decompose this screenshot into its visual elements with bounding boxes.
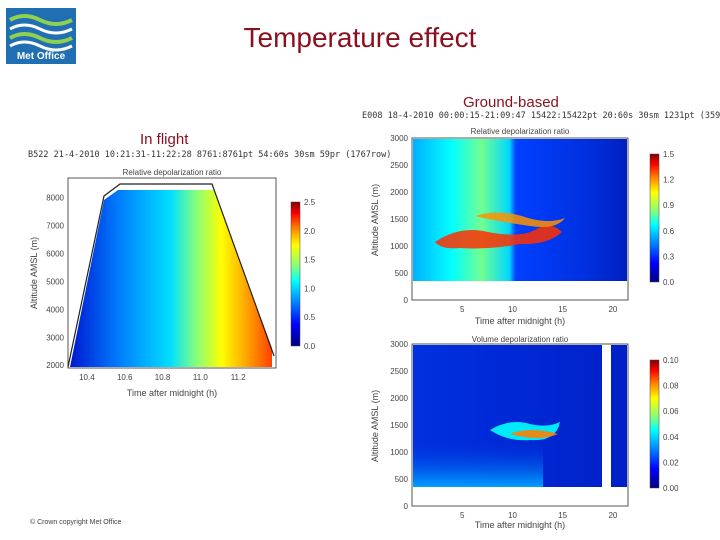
colorbar-tick-label: 0.10: [663, 356, 679, 365]
colorbar-tick-label: 0.08: [663, 382, 679, 391]
y-tick-label: 7000: [46, 222, 64, 231]
ground-top-colorbar-tick-labels: 0.0 0.3 0.6 0.9 1.2 1.5: [663, 150, 675, 287]
x-tick-label: 15: [558, 511, 567, 520]
x-tick-label: 5: [460, 305, 465, 314]
colorbar-tick-label: 0.5: [304, 313, 316, 322]
y-tick-label: 500: [395, 475, 409, 484]
ground-top-aerosol-layer: [435, 225, 562, 249]
x-tick-label: 10.6: [117, 373, 133, 382]
ground-bottom-y-tick-labels: 0 500 1000 1500 2000 2500 3000: [390, 340, 408, 511]
logo-wave: [9, 23, 73, 35]
colorbar-tick-label: 0.06: [663, 407, 679, 416]
ground-top-colorbar: [649, 153, 660, 283]
in-flight-label: In flight: [140, 131, 189, 148]
y-tick-label: 1500: [390, 421, 408, 430]
y-tick-label: 1000: [390, 448, 408, 457]
x-tick-label: 20: [608, 305, 617, 314]
flight-altitude-track: [67, 183, 275, 368]
y-tick-label: 2000: [390, 394, 408, 403]
ground-bottom-colorbar: [649, 359, 660, 489]
colorbar-tick-label: 0.04: [663, 433, 679, 442]
y-tick-label: 1000: [390, 242, 408, 251]
y-tick-label: 3000: [46, 333, 64, 342]
ground-bottom-data-gap: [602, 345, 611, 487]
y-tick-label: 2500: [390, 161, 408, 170]
ground-bottom-plot-title: Volume depolarization ratio: [472, 335, 569, 344]
colorbar-tick-label: 2.0: [304, 227, 316, 236]
y-tick-label: 2000: [46, 361, 64, 370]
x-tick-label: 10.8: [155, 373, 171, 382]
y-tick-label: 0: [404, 296, 409, 305]
flight-x-axis-label: Time after midnight (h): [127, 388, 217, 398]
flight-data-field: [70, 190, 272, 367]
ground-bottom-x-axis-label: Time after midnight (h): [475, 520, 565, 530]
copyright-notice: © Crown copyright Met Office: [30, 519, 122, 526]
flight-x-tick-labels: 10.4 10.6 10.8 11.0 11.2: [79, 373, 246, 382]
ground-top-plot-title: Relative depolarization ratio: [471, 127, 570, 136]
y-tick-label: 5000: [46, 277, 64, 286]
ground-based-label: Ground-based: [463, 94, 559, 111]
colorbar-tick-label: 0.02: [663, 458, 679, 467]
ground-top-x-axis-label: Time after midnight (h): [475, 316, 565, 326]
ground-volume-depolarization-chart: Volume depolarization ratio 5 10 15 20 0 500…: [370, 335, 679, 530]
colorbar-tick-label: 0.0: [663, 278, 675, 287]
x-tick-label: 10.4: [79, 373, 95, 382]
ground-top-y-axis-label: Altitude AMSL (m): [370, 184, 380, 256]
ground-relative-depolarization-chart: Relative depolarization ratio 5 10 15 20 0 5…: [370, 127, 675, 326]
ground-top-y-tick-labels: 0 500 1000 1500 2000 2500 3000: [390, 134, 408, 305]
logo-wave: [9, 40, 73, 52]
ground-bottom-y-axis-label: Altitude AMSL (m): [370, 390, 380, 462]
y-tick-label: 2500: [390, 367, 408, 376]
flight-chart-header: B522 21-4-2010 10:21:31-11:22:28 8761:87…: [28, 150, 392, 160]
colorbar-tick-label: 1.2: [663, 176, 675, 185]
y-tick-label: 3000: [390, 340, 408, 349]
y-tick-label: 8000: [46, 194, 64, 203]
flight-plot-title: Relative depolarization ratio: [123, 168, 222, 177]
x-tick-label: 11.2: [231, 373, 247, 382]
x-tick-label: 20: [608, 511, 617, 520]
y-tick-label: 500: [395, 269, 409, 278]
flight-y-axis-label: Altitude AMSL (m): [29, 237, 39, 309]
colorbar-tick-label: 1.0: [304, 284, 316, 293]
x-tick-label: 10: [508, 511, 517, 520]
ground-bottom-aerosol-layer: [510, 430, 558, 438]
colorbar-tick-label: 0.00: [663, 484, 679, 493]
x-tick-label: 15: [558, 305, 567, 314]
colorbar-tick-label: 0.6: [663, 227, 675, 236]
y-tick-label: 1500: [390, 215, 408, 224]
ground-bottom-x-tick-labels: 5 10 15 20: [460, 511, 618, 520]
ground-top-x-tick-labels: 5 10 15 20: [460, 305, 618, 314]
colorbar-tick-label: 2.5: [304, 198, 316, 207]
ground-top-data-field: [413, 139, 627, 281]
colorbar-tick-label: 0.3: [663, 252, 675, 261]
colorbar-tick-label: 0.0: [304, 342, 316, 351]
y-tick-label: 2000: [390, 188, 408, 197]
flight-colorbar-tick-labels: 0.0 0.5 1.0 1.5 2.0 2.5: [304, 198, 316, 351]
y-tick-label: 4000: [46, 305, 64, 314]
x-tick-label: 11.0: [193, 373, 209, 382]
ground-top-aerosol-layer: [475, 212, 565, 227]
slide-title: Temperature effect: [243, 22, 477, 53]
y-tick-label: 3000: [390, 134, 408, 143]
met-office-logo: Met Office: [6, 8, 76, 64]
ground-bottom-low-level-layer: [413, 440, 543, 487]
flight-depolarization-chart: Relative depolarization ratio 10.4 10.6 10…: [29, 168, 316, 398]
colorbar-tick-label: 0.9: [663, 201, 675, 210]
logo-text: Met Office: [17, 51, 66, 62]
flight-colorbar: [290, 201, 301, 347]
ground-chart-header: E008 18-4-2010 00:00:15-21:09:47 15422:1…: [362, 111, 720, 121]
logo-wave: [9, 14, 73, 26]
logo-wave: [9, 32, 73, 44]
y-tick-label: 0: [404, 502, 409, 511]
y-tick-label: 6000: [46, 249, 64, 258]
colorbar-tick-label: 1.5: [304, 256, 316, 265]
x-tick-label: 10: [508, 305, 517, 314]
colorbar-tick-label: 1.5: [663, 150, 675, 159]
ground-bottom-colorbar-tick-labels: 0.00 0.02 0.04 0.06 0.08 0.10: [663, 356, 679, 493]
x-tick-label: 5: [460, 511, 465, 520]
flight-y-tick-labels: 2000 3000 4000 5000 6000 7000 8000: [46, 194, 64, 371]
